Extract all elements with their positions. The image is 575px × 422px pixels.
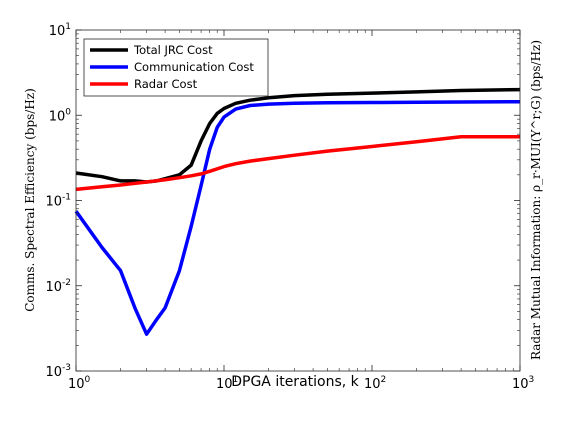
x-tick-base: 10: [364, 377, 381, 392]
y-tick-base: 10: [45, 280, 62, 295]
x-tick-label: 100: [68, 375, 91, 392]
x-axis-label: DPGA iterations, k: [231, 374, 359, 390]
x-tick-base: 10: [512, 377, 529, 392]
x-tick-label: 103: [512, 375, 534, 392]
legend-label: Communication Cost: [134, 60, 254, 74]
y-tick-exponent: -2: [62, 278, 71, 288]
y-tick-label: 10-2: [45, 278, 71, 295]
x-tick-base: 10: [216, 377, 233, 392]
legend-label: Total JRC Cost: [133, 43, 213, 57]
y-tick-base: 10: [45, 195, 62, 210]
y-tick-base: 10: [49, 24, 66, 39]
y-tick-exponent: -3: [62, 363, 71, 373]
y-tick-base: 10: [45, 365, 62, 380]
y-axis-label-right: Radar Mutual Information: ρ_r·MUI(Y^r;G)…: [529, 40, 543, 360]
y-tick-exponent: 0: [65, 107, 71, 117]
y-tick-label: 101: [49, 22, 71, 39]
series-line-radar-cost: [75, 134, 520, 192]
legend-label: Radar Cost: [134, 77, 198, 91]
series-layer: [74, 87, 521, 336]
x-tick-exponent: 3: [529, 375, 535, 385]
y-tick-exponent: 1: [65, 22, 71, 32]
legend: Total JRC Cost Communication Cost Radar Co…: [83, 38, 269, 97]
x-tick-exponent: 1: [233, 375, 239, 385]
y-tick-exponent: -1: [62, 193, 71, 203]
x-tick-label: 101: [216, 375, 238, 392]
y-tick-label: 10-3: [45, 363, 71, 380]
x-tick-exponent: 2: [381, 375, 387, 385]
x-tick-exponent: 0: [85, 375, 91, 385]
x-tick-base: 10: [68, 377, 85, 392]
series-line-communication-cost: [74, 99, 521, 336]
y-axis-label-left: Comms. Spectral Efficiency (bps/Hz): [23, 88, 37, 312]
x-tick-label: 102: [364, 375, 386, 392]
y-tick-label: 10-1: [45, 193, 71, 210]
y-tick-label: 100: [49, 107, 72, 124]
y-tick-base: 10: [49, 109, 66, 124]
